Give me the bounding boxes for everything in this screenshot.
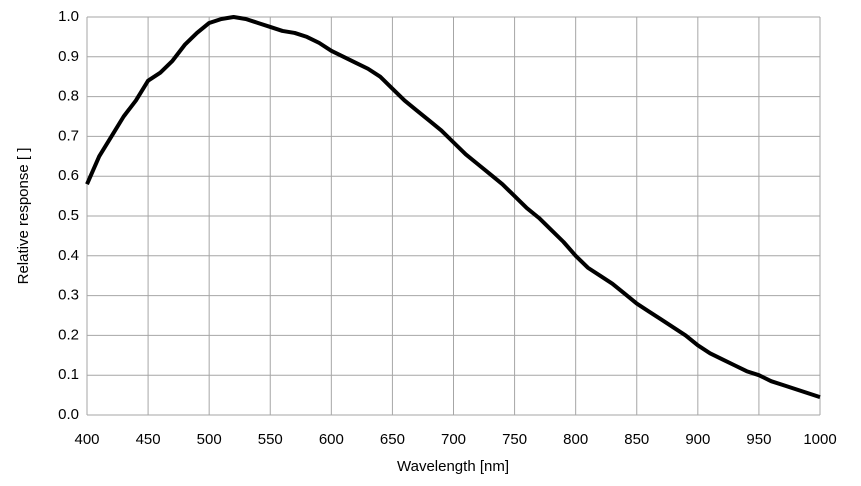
x-tick-label: 450 [136,431,161,448]
data-line [85,15,821,399]
y-tick-label: 0.8 [58,88,79,105]
x-tick-label: 400 [74,431,99,448]
x-tick-label: 800 [563,431,588,448]
x-tick-label: 600 [319,431,344,448]
x-tick-label: 650 [380,431,405,448]
x-tick-label: 700 [441,431,466,448]
x-tick-label: 900 [685,431,710,448]
x-tick-label: 950 [746,431,771,448]
y-tick-label: 0.4 [58,247,79,264]
y-tick-label: 0.2 [58,326,79,343]
x-axis-label: Wavelength [nm] [397,458,509,475]
y-axis-label: Relative response [ ] [15,148,32,285]
y-tick-label: 0.5 [58,207,79,224]
y-tick-label: 0.1 [58,366,79,383]
x-tick-label: 1000 [803,431,836,448]
y-tick-label: 1.0 [58,8,79,25]
x-tick-label: 750 [502,431,527,448]
y-tick-label: 0.9 [58,48,79,65]
x-tick-label: 850 [624,431,649,448]
y-tick-label: 0.3 [58,287,79,304]
y-tick-label: 0.0 [58,406,79,423]
y-tick-label: 0.6 [58,167,79,184]
x-tick-label: 550 [258,431,283,448]
x-tick-label: 500 [197,431,222,448]
y-tick-label: 0.7 [58,127,79,144]
